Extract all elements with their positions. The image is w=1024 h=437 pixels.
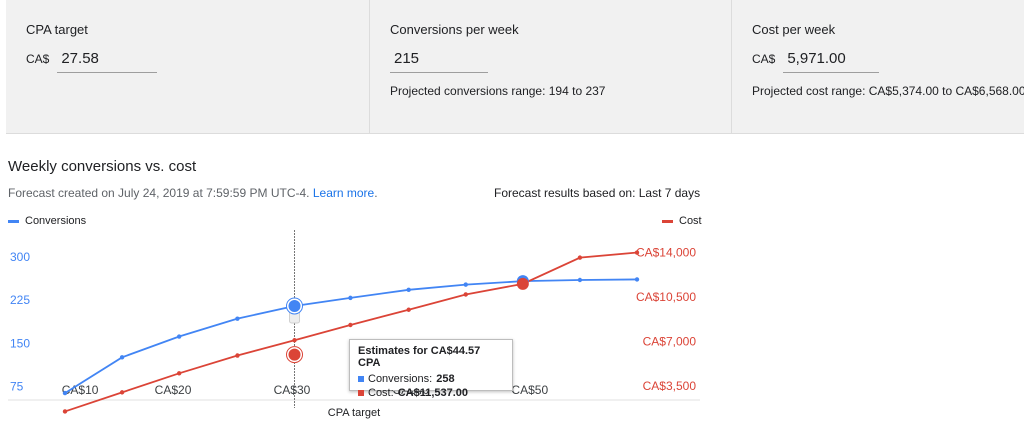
cost-data-point [634,250,640,255]
cost-data-point [119,390,125,395]
current-conversions-ring [286,297,304,315]
cost-field: CA$ [752,50,880,73]
tooltip-cost-value: CA$11,537.00 [397,387,469,399]
hovered-cost-point [516,277,529,290]
legend-cost-label: Cost [679,215,702,227]
cost-data-point [292,338,297,343]
x-tick-label: CA$30 [274,383,311,397]
estimate-tooltip: Estimates for CA$44.57 CPA Conversions: … [349,339,513,399]
forecast-based-on-text: Forecast results based on: Last 7 days [494,186,701,200]
current-cost-point [286,346,303,363]
conversions-data-point [577,277,583,283]
forecast-summary-panels: CPA target CA$ Conversions per week Proj… [6,0,1024,134]
chart-section-title: Weekly conversions vs. cost [8,158,197,175]
cpa-target-field: CA$ [26,50,158,73]
tooltip-cost-row: Cost: CA$11,537.00 [358,386,504,400]
conversions-data-point [119,355,125,360]
tooltip-cost-label: Cost: [368,387,394,399]
current-conversions-point [286,297,303,314]
cost-panel: Cost per week CA$ Projected cost range: … [732,0,1024,133]
cost-per-week-label: Cost per week [752,22,836,37]
x-tick-label: CA$50 [511,383,548,397]
y-left-tick-label: 300 [10,250,30,264]
tooltip-conversions-value: 258 [436,373,455,385]
conversions-range-text: Projected conversions range: 194 to 237 [390,84,606,98]
cpa-target-panel: CPA target CA$ [6,0,370,133]
x-tick-label: CA$20 [155,383,192,397]
conversions-data-point [463,282,468,287]
legend-cost[interactable]: Cost [662,215,702,227]
cost-range-text: Projected cost range: CA$5,374.00 to CA$… [752,84,1024,98]
conversions-cost-chart[interactable]: 75 150 225 300 CA$3,500 CA$7,000 CA$10,500 CA$1… [0,230,720,430]
conversions-input[interactable] [390,50,488,73]
x-tick-label: CA$10 [62,383,99,397]
legend-cost-swatch [662,219,673,223]
y-right-tick-label: CA$7,000 [643,335,697,349]
conversions-data-point [62,390,68,396]
conversions-per-week-label: Conversions per week [390,22,519,37]
forecast-suffix: . [374,186,378,200]
legend-conversions-swatch [8,219,19,223]
cost-data-point [235,353,240,358]
y-left-tick-label: 225 [10,293,30,307]
conversions-data-point [235,316,240,321]
tooltip-title: Estimates for CA$44.57 CPA [358,345,481,369]
legend-conversions[interactable]: Conversions [8,215,86,227]
conversions-data-point [176,334,182,339]
y-left-tick-label: 150 [10,336,30,350]
tooltip-conversions-swatch [358,376,364,382]
conversions-data-point [406,287,411,293]
conversions-data-point [634,277,640,282]
cost-data-point [62,409,68,414]
x-axis-title: CPA target [328,407,380,419]
cost-data-point [577,255,583,260]
forecast-created-text: Forecast created on July 24, 2019 at 7:5… [8,186,378,200]
conversions-data-point [348,295,353,301]
conversions-field [390,50,488,73]
cpa-target-label: CPA target [26,22,88,37]
forecast-created-label: Forecast created on July 24, 2019 at 7:5… [8,186,310,200]
tooltip-conversions-row: Conversions: 258 [358,372,504,386]
y-right-tick-label: CA$3,500 [643,379,697,393]
current-cost-ring [286,346,304,364]
y-left-tick-label: 75 [10,380,24,394]
cpa-target-currency: CA$ [26,52,50,66]
conversions-panel: Conversions per week Projected conversio… [370,0,732,133]
cpa-target-input[interactable] [57,50,158,73]
legend-conversions-label: Conversions [25,215,87,227]
cost-data-point [406,307,411,312]
cost-data-point [463,292,468,297]
tooltip-cost-swatch [358,390,364,396]
y-right-tick-label: CA$10,500 [636,290,696,304]
cost-currency: CA$ [752,52,776,66]
cost-data-point [348,322,353,328]
y-right-tick-label: CA$14,000 [636,246,696,260]
tooltip-conversions-label: Conversions: [368,373,433,385]
cost-input[interactable] [783,50,880,73]
learn-more-link[interactable]: Learn more [312,186,375,200]
cost-data-point [176,371,182,376]
